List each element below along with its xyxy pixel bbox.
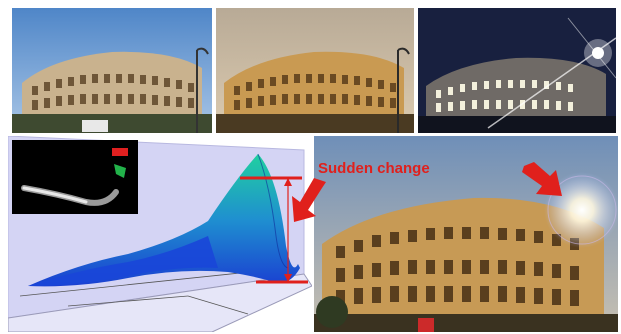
colosseum-composite-photo: [314, 136, 618, 332]
colosseum-night-photo: [418, 8, 616, 133]
colosseum-daylight-photo: [12, 8, 212, 133]
red-arrow-icon: [290, 178, 330, 224]
colosseum-dusk-photo: [216, 8, 414, 133]
sudden-change-label: Sudden change: [318, 160, 430, 177]
red-arrow-icon: [520, 162, 564, 198]
surface-plot-panel: [8, 136, 312, 332]
